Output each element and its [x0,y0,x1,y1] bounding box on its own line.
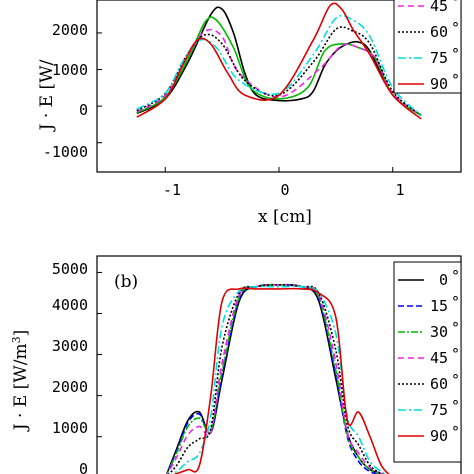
panel-a-y-ticks: -1000 0 1000 2000 [43,21,88,161]
panel-b-legend-degree-symbol: ° [451,345,460,363]
panel-b-y-ticks: 0 1000 2000 3000 4000 5000 [52,260,88,474]
panel-b-ytick: 4000 [52,296,88,314]
panel-b-plot-area [97,271,390,474]
panel-a-xtick: 0 [280,181,289,199]
panel-b-legend: 0 °15 °30 °45 °60 °75 °90 ° [393,261,462,463]
panel-b-series-line-75 [171,285,387,474]
panel-b-label: (b) [114,272,138,292]
panel-a-series-line-90 [136,2,422,120]
panel-a-ytick: 0 [79,101,88,119]
panel-b-legend-label: 75 [430,401,448,419]
panel-b-series-line-0 [165,283,385,474]
panel-b-legend-degree-symbol: ° [451,267,460,285]
panel-a-legend-label: 75 [430,49,448,67]
panel-b-ytick: 2000 [52,378,88,396]
panel-b-legend-degree-symbol: ° [451,371,460,389]
panel-a-xtick: -1 [163,181,181,199]
panel-b-legend-label: 45 [430,349,448,367]
panel-b-legend-degree-symbol: ° [451,397,460,415]
panel-b-y-axis-label: J · E [W/m3] [10,330,31,432]
panel-b-legend-degree-symbol: ° [451,423,460,441]
panel-b-ytick: 0 [79,460,88,474]
panel-b-legend-label: 0 [439,271,448,289]
panel-b-ytick: 3000 [52,337,88,355]
panel-b-legend-label: 15 [430,297,448,315]
panel-a-legend: 45 °60 °75 °90 ° [393,0,462,94]
panel-a-legend-degree-symbol: ° [451,45,460,63]
panel-a-x-axis-label: x [cm] [258,207,312,227]
panel-a-legend-degree-symbol: ° [451,19,460,37]
panel-a-x-ticks: -1 0 1 [163,181,405,199]
panel-a: -1000 0 1000 2000 -1 0 1 x [cm] J · E [W… [37,0,462,227]
panel-b-series-line-15 [166,283,383,474]
panel-b-ytick: 5000 [52,260,88,278]
panel-b-legend-degree-symbol: ° [451,319,460,337]
panel-a-ytick: -1000 [43,143,88,161]
panel-b: (b) 0 1000 2000 3000 4000 5000 J · E [W/… [10,255,462,474]
panel-b-ytick: 1000 [52,419,88,437]
panel-a-legend-degree-symbol: ° [451,71,460,89]
panel-a-y-axis-label: J · E [W/ [37,59,57,132]
panel-a-xtick: 1 [395,181,404,199]
panel-a-plot-area [97,2,422,172]
panel-a-legend-label: 90 [430,75,448,93]
panel-a-ytick: 2000 [52,21,88,39]
panel-a-legend-box [393,0,462,94]
panel-a-legend-degree-symbol: ° [451,0,460,11]
panel-a-series-line-75 [136,14,422,116]
panel-a-legend-label: 60 [430,23,448,41]
panel-b-series-line-90 [173,287,390,474]
panel-a-ytick: 1000 [52,61,88,79]
panel-b-legend-degree-symbol: ° [451,293,460,311]
panel-b-series-line-60 [167,283,384,474]
panel-b-legend-box [393,261,462,463]
panel-b-legend-label: 60 [430,375,448,393]
panel-b-series-line-30 [166,284,383,474]
panel-b-legend-label: 30 [430,323,448,341]
panel-b-series-line-45 [166,283,385,474]
panel-b-legend-label: 90 [430,427,448,445]
panel-a-legend-label: 45 [430,0,448,15]
